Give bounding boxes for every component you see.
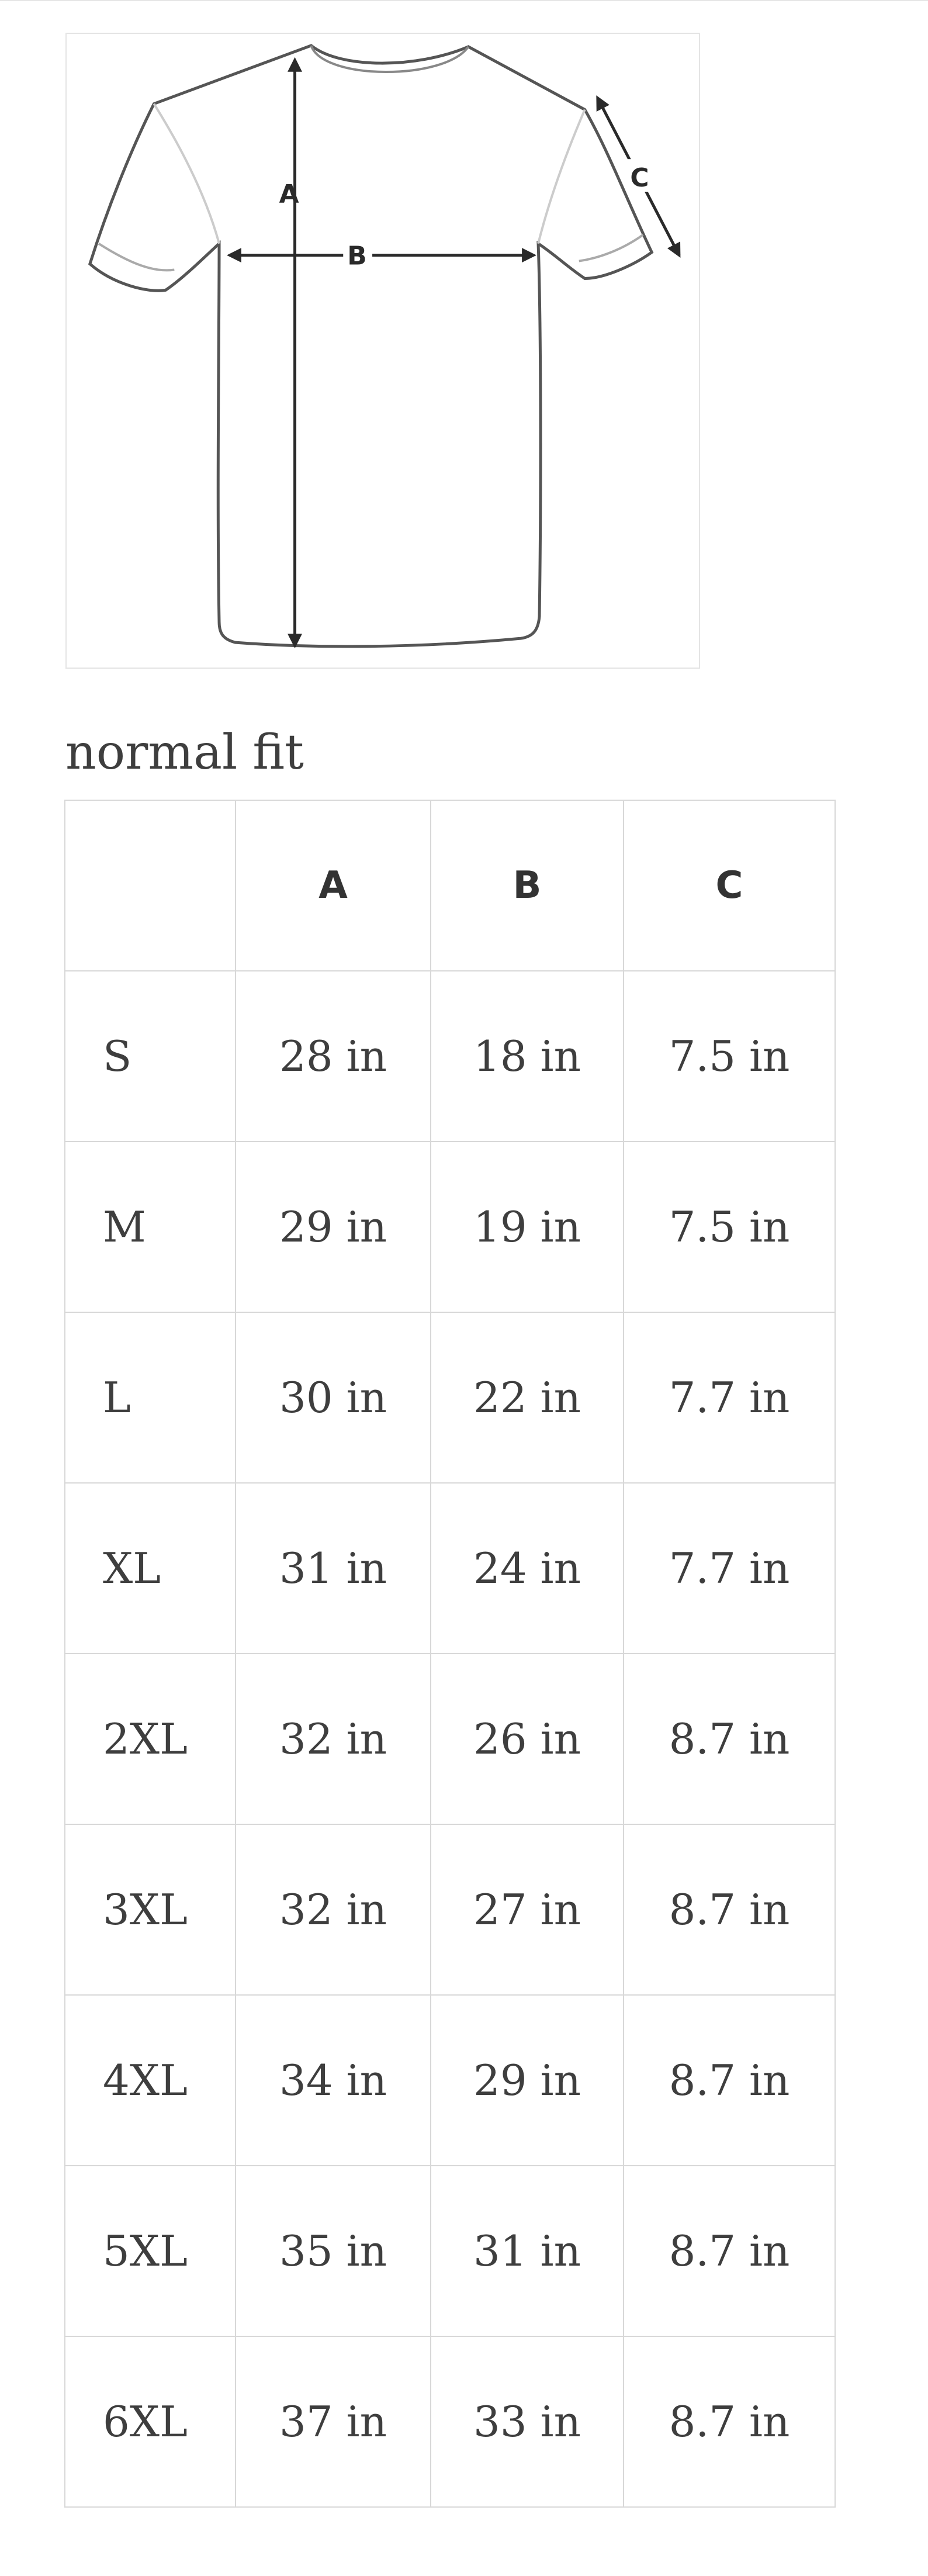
sleeve-seam-left	[153, 103, 220, 244]
value-a: 28 in	[235, 970, 431, 1142]
value-b: 29 in	[430, 1994, 624, 2166]
size-label: M	[64, 1141, 236, 1313]
table-row: 6XL 37 in 33 in 8.7 in	[64, 2336, 836, 2508]
table-row: L 30 in 22 in 7.7 in	[64, 1312, 836, 1484]
table-row: 4XL 34 in 29 in 8.7 in	[64, 1994, 836, 2166]
value-c: 8.7 in	[623, 1824, 836, 1996]
table-row: 3XL 32 in 27 in 8.7 in	[64, 1824, 836, 1996]
value-c: 7.7 in	[623, 1482, 836, 1654]
size-label: 3XL	[64, 1824, 236, 1996]
value-b: 26 in	[430, 1653, 624, 1825]
size-label: S	[64, 970, 236, 1142]
value-a: 31 in	[235, 1482, 431, 1654]
value-c: 8.7 in	[623, 2336, 836, 2508]
size-label: L	[64, 1312, 236, 1484]
value-b: 18 in	[430, 970, 624, 1142]
tshirt-measurement-diagram-icon: A B C	[88, 44, 681, 649]
table-header-row: A B C	[64, 800, 836, 971]
value-b: 31 in	[430, 2165, 624, 2337]
table-row: 2XL 32 in 26 in 8.7 in	[64, 1653, 836, 1825]
size-label: 4XL	[64, 1994, 236, 2166]
header-size	[64, 800, 236, 971]
value-c: 7.5 in	[623, 1141, 836, 1313]
value-c: 8.7 in	[623, 1653, 836, 1825]
measure-label-c: C	[630, 163, 649, 193]
sleeve-seam-right	[537, 109, 586, 244]
value-c: 7.7 in	[623, 1312, 836, 1484]
value-c: 7.5 in	[623, 970, 836, 1142]
size-label: XL	[64, 1482, 236, 1654]
value-b: 33 in	[430, 2336, 624, 2508]
measure-label-a: A	[279, 179, 299, 209]
header-b: B	[430, 800, 624, 971]
value-b: 19 in	[430, 1141, 624, 1313]
value-a: 34 in	[235, 1994, 431, 2166]
value-a: 32 in	[235, 1824, 431, 1996]
value-b: 24 in	[430, 1482, 624, 1654]
size-label: 2XL	[64, 1653, 236, 1825]
header-a: A	[235, 800, 431, 971]
fit-title: normal fit	[65, 725, 304, 780]
table-row: S 28 in 18 in 7.5 in	[64, 970, 836, 1142]
value-a: 29 in	[235, 1141, 431, 1313]
value-a: 30 in	[235, 1312, 431, 1484]
value-b: 27 in	[430, 1824, 624, 1996]
cuff-left	[98, 242, 175, 272]
value-a: 32 in	[235, 1653, 431, 1825]
tshirt-collar	[310, 45, 470, 73]
size-label: 6XL	[64, 2336, 236, 2508]
table-row: 5XL 35 in 31 in 8.7 in	[64, 2165, 836, 2337]
value-b: 22 in	[430, 1312, 624, 1484]
table-row: XL 31 in 24 in 7.7 in	[64, 1482, 836, 1654]
top-divider	[0, 0, 928, 1]
tshirt-diagram: A B C	[65, 33, 700, 669]
value-a: 35 in	[235, 2165, 431, 2337]
size-chart-table: A B C S 28 in 18 in 7.5 in M 29 in 19 in…	[64, 800, 836, 2508]
size-label: 5XL	[64, 2165, 236, 2337]
value-c: 8.7 in	[623, 1994, 836, 2166]
value-c: 8.7 in	[623, 2165, 836, 2337]
table-row: M 29 in 19 in 7.5 in	[64, 1141, 836, 1313]
value-a: 37 in	[235, 2336, 431, 2508]
header-c: C	[623, 800, 836, 971]
measure-label-b: B	[347, 241, 366, 271]
